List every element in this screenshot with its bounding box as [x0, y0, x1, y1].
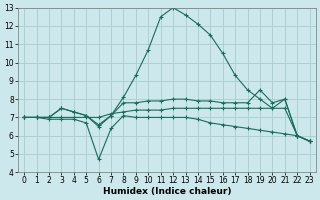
- X-axis label: Humidex (Indice chaleur): Humidex (Indice chaleur): [103, 187, 231, 196]
